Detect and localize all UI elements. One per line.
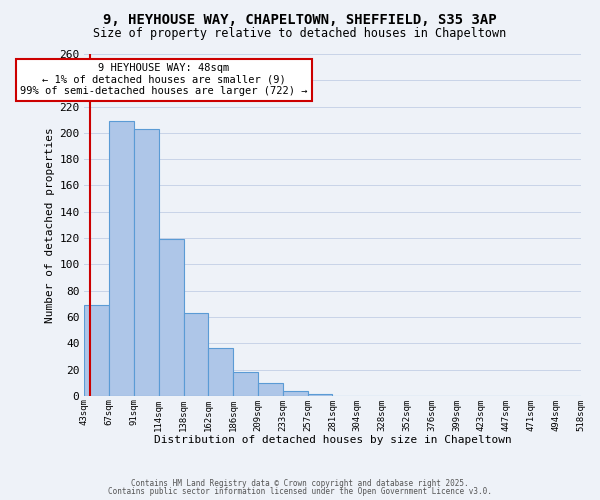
- Bar: [208, 348, 233, 396]
- Text: Contains public sector information licensed under the Open Government Licence v3: Contains public sector information licen…: [108, 487, 492, 496]
- Bar: [109, 121, 134, 396]
- Bar: [233, 372, 258, 396]
- Text: Contains HM Land Registry data © Crown copyright and database right 2025.: Contains HM Land Registry data © Crown c…: [131, 478, 469, 488]
- Bar: [85, 305, 109, 396]
- Text: 9, HEYHOUSE WAY, CHAPELTOWN, SHEFFIELD, S35 3AP: 9, HEYHOUSE WAY, CHAPELTOWN, SHEFFIELD, …: [103, 12, 497, 26]
- Bar: [184, 313, 208, 396]
- Text: Size of property relative to detached houses in Chapeltown: Size of property relative to detached ho…: [94, 28, 506, 40]
- X-axis label: Distribution of detached houses by size in Chapeltown: Distribution of detached houses by size …: [154, 435, 511, 445]
- Bar: [258, 382, 283, 396]
- Text: 9 HEYHOUSE WAY: 48sqm
← 1% of detached houses are smaller (9)
99% of semi-detach: 9 HEYHOUSE WAY: 48sqm ← 1% of detached h…: [20, 63, 307, 96]
- Y-axis label: Number of detached properties: Number of detached properties: [45, 127, 55, 323]
- Bar: [283, 390, 308, 396]
- Bar: [134, 129, 159, 396]
- Bar: [159, 240, 184, 396]
- Bar: [308, 394, 332, 396]
